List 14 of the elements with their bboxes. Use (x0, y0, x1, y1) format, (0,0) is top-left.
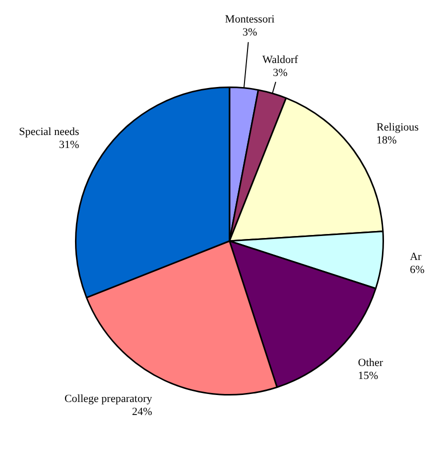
data-label: 15% (358, 370, 378, 382)
slice-label: Religious (376, 122, 419, 134)
slice-label: Other (358, 356, 384, 369)
slice-label: College preparatory (64, 392, 153, 405)
data-label: 18% (376, 134, 397, 147)
data-label: 3% (242, 26, 258, 39)
data-label: 31% (59, 139, 80, 152)
data-label: 3% (272, 66, 288, 79)
slice-label: Montessori (225, 14, 275, 26)
slice-label: Special needs (18, 126, 80, 138)
slice-label: Ar (410, 251, 422, 264)
data-label: 6% (410, 264, 424, 276)
slice-label: Waldorf (262, 54, 298, 66)
data-label: 24% (132, 406, 152, 418)
